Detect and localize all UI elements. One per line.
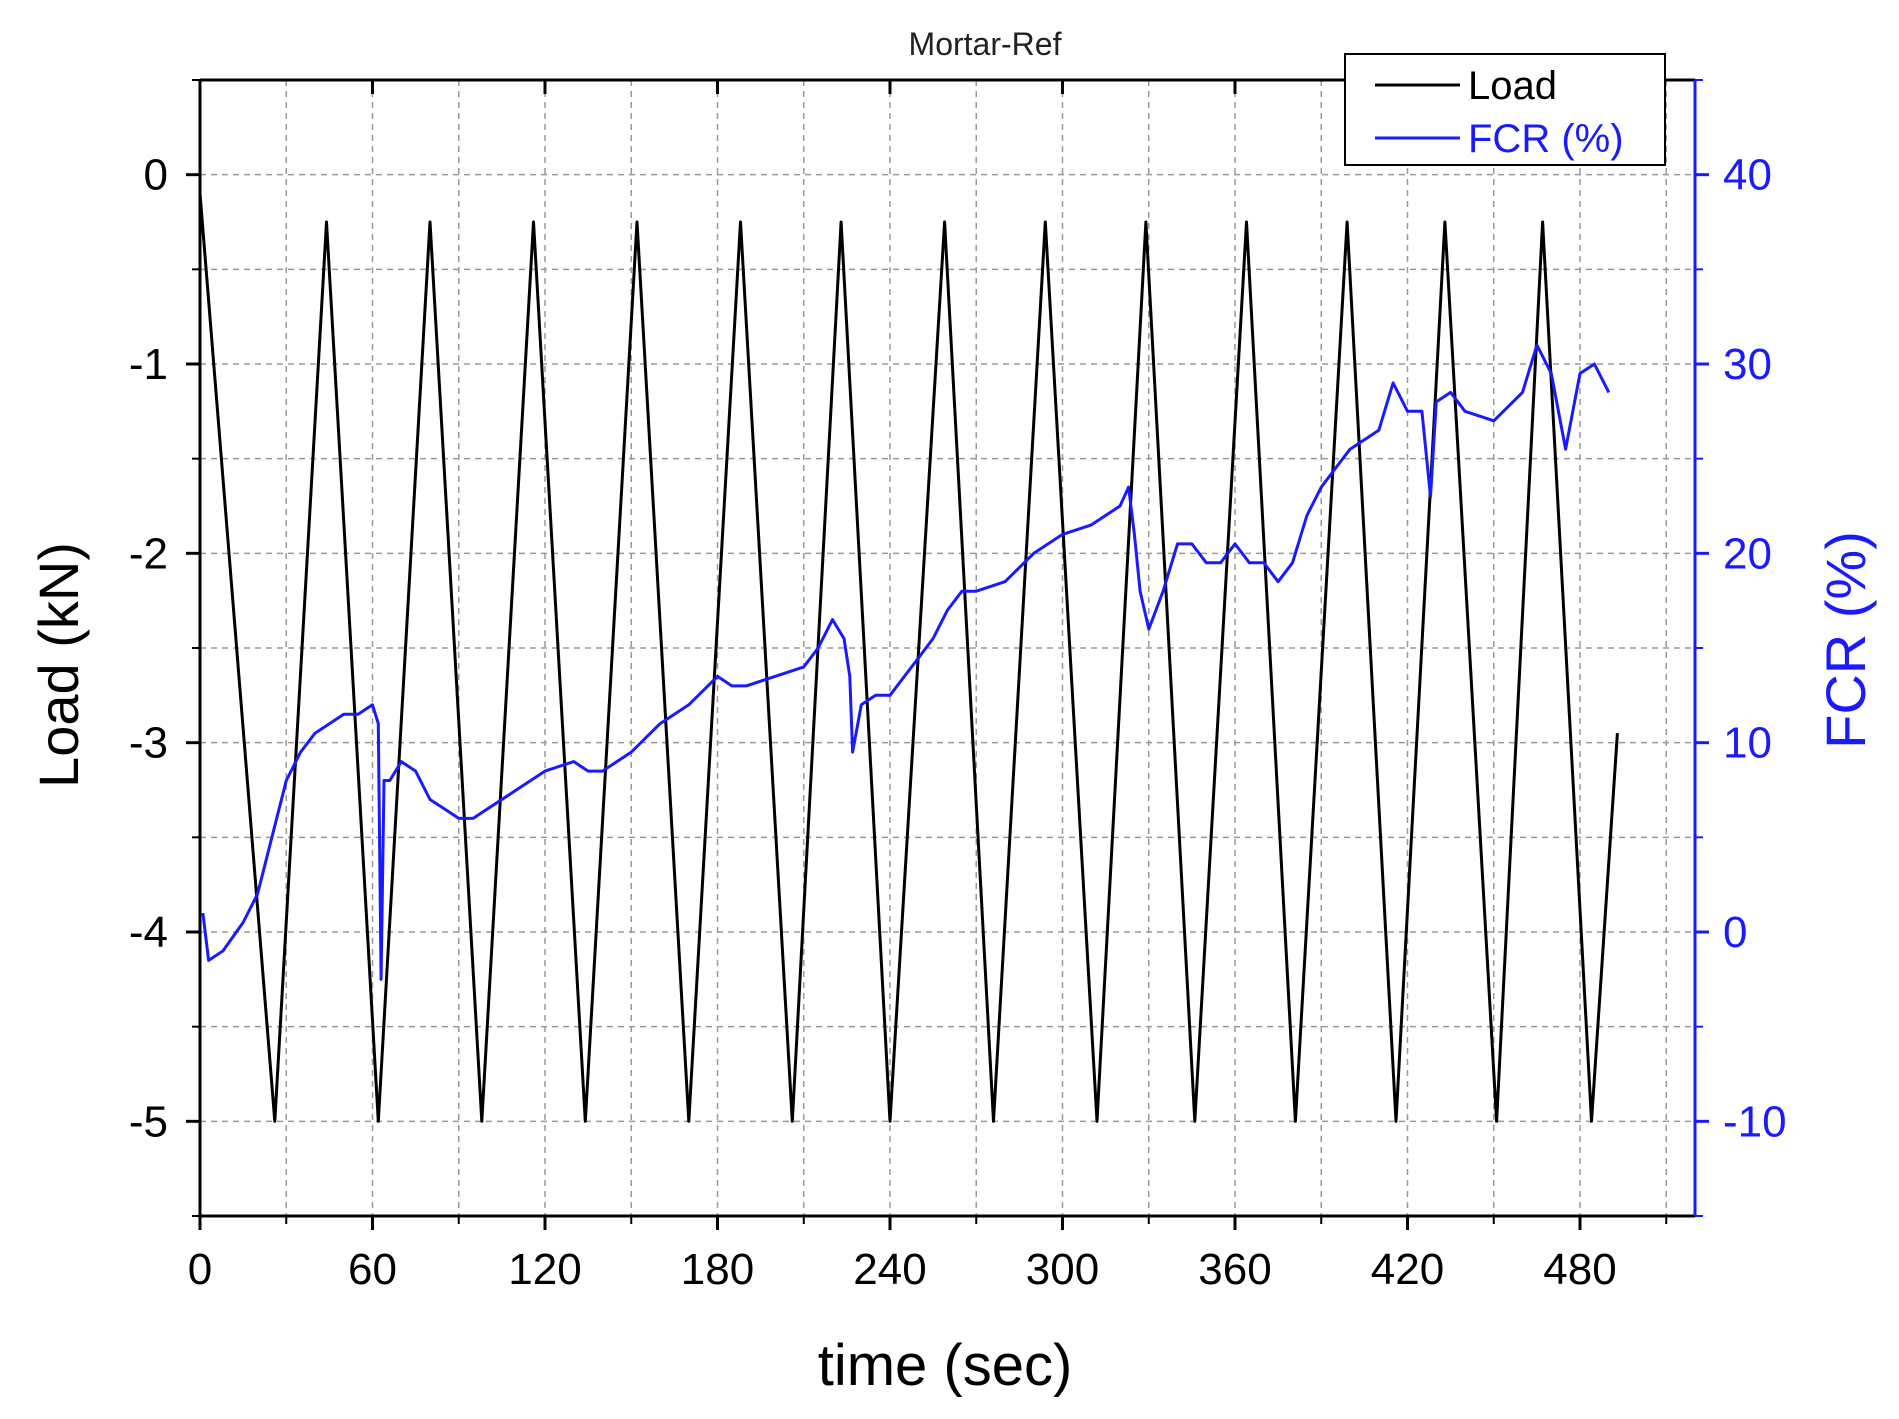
y-axis-label: Load (kN): [27, 542, 90, 788]
x-tick-label: 300: [1026, 1245, 1099, 1294]
y-tick-label: -5: [129, 1097, 168, 1146]
y2-tick-label: 30: [1723, 340, 1772, 389]
y-tick-label: -2: [129, 529, 168, 578]
chart-title: Mortar-Ref: [909, 26, 1062, 62]
y2-tick-label: 10: [1723, 719, 1772, 768]
legend-box: [1344, 53, 1666, 166]
y2-tick-label: -10: [1723, 1097, 1787, 1146]
series-line-fcr: [201, 343, 1611, 981]
x-tick-label: 480: [1543, 1245, 1616, 1294]
series-layer: [198, 193, 1619, 1123]
y2-tick-label: 40: [1723, 151, 1772, 200]
x-tick-label: 360: [1198, 1245, 1271, 1294]
x-axis-label: time (sec): [818, 1333, 1073, 1398]
x-tick-label: 420: [1371, 1245, 1444, 1294]
x-tick-label: 120: [508, 1245, 581, 1294]
y2-axis-label: FCR (%): [1814, 531, 1877, 749]
x-tick-label: 180: [681, 1245, 754, 1294]
y-tick-label: -4: [129, 908, 168, 957]
x-tick-label: 240: [853, 1245, 926, 1294]
x-tick-label: 0: [188, 1245, 212, 1294]
series-line-load: [198, 193, 1619, 1123]
legend-label-load: Load: [1468, 64, 1557, 108]
y-tick-label: 0: [144, 151, 168, 200]
tick-labels: 0 60 120 180 240 300 360 420 480 0 -1 -2 -3 -4 -5 40 30 2…: [129, 151, 1787, 1294]
y-tick-label: -3: [129, 719, 168, 768]
grid-lines: [200, 80, 1695, 1216]
y2-tick-label: 0: [1723, 908, 1747, 957]
y2-tick-label: 20: [1723, 529, 1772, 578]
x-tick-label: 60: [348, 1245, 397, 1294]
y-tick-label: -1: [129, 340, 168, 389]
legend: Load FCR (%): [1344, 53, 1666, 166]
legend-label-fcr: FCR (%): [1468, 117, 1624, 161]
